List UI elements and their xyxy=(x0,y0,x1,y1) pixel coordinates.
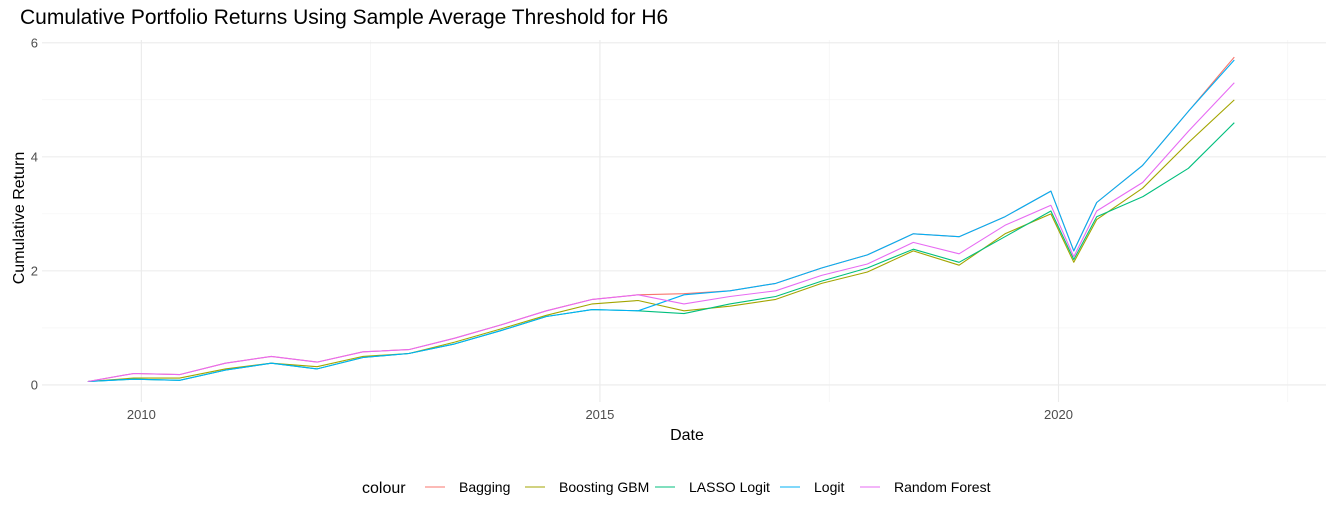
chart-title: Cumulative Portfolio Returns Using Sampl… xyxy=(20,6,669,29)
y-tick-labels: 0 2 4 6 xyxy=(31,35,38,392)
y-tick-label: 6 xyxy=(31,35,38,50)
series-line-lasso-logit xyxy=(87,122,1235,383)
y-axis-title: Cumulative Return xyxy=(11,152,28,285)
series-line-boosting-gbm xyxy=(87,99,1235,383)
series-lines xyxy=(87,56,1235,383)
legend-label: Bagging xyxy=(459,479,510,495)
x-tick-label: 2020 xyxy=(1044,407,1073,422)
legend: colour Bagging Boosting GBM LASSO Logit Logi… xyxy=(362,479,991,497)
x-axis-title: Date xyxy=(670,427,704,444)
x-tick-labels: 2010 2015 2020 xyxy=(127,407,1073,422)
legend-label: Random Forest xyxy=(894,479,991,495)
series-line-bagging xyxy=(87,56,1235,383)
y-tick-label: 2 xyxy=(31,263,38,278)
legend-label: Boosting GBM xyxy=(559,479,649,495)
legend-label: Logit xyxy=(814,479,844,495)
series-line-logit xyxy=(87,59,1235,383)
legend-title: colour xyxy=(362,480,406,497)
grid-lines xyxy=(42,40,1326,402)
y-tick-label: 0 xyxy=(31,377,38,392)
x-tick-label: 2015 xyxy=(585,407,614,422)
x-tick-label: 2010 xyxy=(127,407,156,422)
series-line-random-forest xyxy=(87,82,1235,383)
legend-label: LASSO Logit xyxy=(689,479,770,495)
y-tick-label: 4 xyxy=(31,149,38,164)
